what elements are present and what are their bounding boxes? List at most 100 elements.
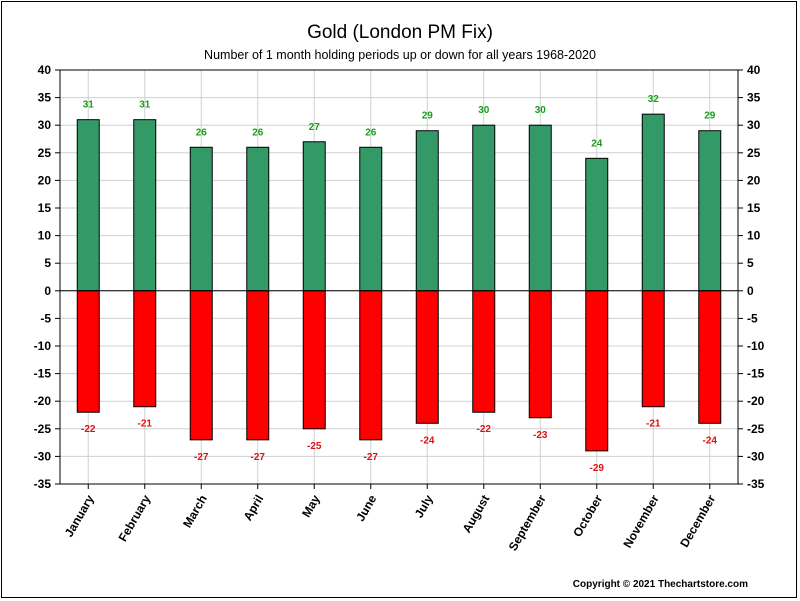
bar-up [472,124,496,292]
bar-down [189,290,213,441]
bar-down [472,290,496,413]
x-tick-label: August [460,492,493,535]
y-tick-label-left: 10 [38,229,52,243]
bar-up [76,119,100,292]
y-tick-label-left: 40 [38,63,52,77]
x-tick-label: July [412,492,436,520]
bar-down [359,290,383,441]
bar-down [302,290,326,430]
y-tick-label-right: -15 [747,367,765,381]
bar-up [246,146,270,292]
data-label-down: -23 [533,430,548,441]
y-tick-label-left: -10 [34,339,52,353]
bar-up [698,130,722,292]
chart-title: Gold (London PM Fix) [307,22,493,43]
data-labels: 31 -22 31 -21 26 -27 26 -27 27 -25 26 -27 29 -24 30 -22… [81,94,717,474]
bar-down [415,290,439,424]
bar-down [133,290,157,408]
y-tick-label-left: -5 [40,311,51,325]
bar-up [641,113,665,292]
y-tick-label-right: 5 [747,256,754,270]
y-tick-label-left: 5 [44,256,51,270]
y-tick-label-right: 25 [747,146,761,160]
bar-down [585,290,609,452]
x-tick-label: March [180,493,210,531]
x-tick-label: May [299,492,323,519]
bar-down [641,290,665,408]
y-tick-label-left: -35 [34,477,52,491]
x-tick-label: June [353,492,379,524]
x-tick-label: April [241,493,267,524]
data-label-up: 30 [478,105,490,116]
data-label-down: -27 [364,452,379,463]
data-label-up: 31 [139,100,151,111]
y-tick-label-left: -25 [34,422,52,436]
y-tick-label-right: 20 [747,173,761,187]
data-label-down: -29 [590,463,605,474]
data-label-up: 29 [422,111,434,122]
data-label-up: 26 [252,127,264,138]
data-label-up: 24 [591,138,603,149]
y-tick-label-left: 15 [38,201,52,215]
bar-down [698,290,722,424]
y-tick-label-right: 10 [747,229,761,243]
y-tick-label-right: -35 [747,477,765,491]
y-tick-label-right: -20 [747,394,765,408]
y-tick-label-left: -30 [34,449,52,463]
data-label-up: 31 [83,100,95,111]
bars [76,113,722,452]
plot-border [59,69,739,485]
y-tick-label-right: -5 [747,311,758,325]
y-tick-label-right: 30 [747,118,761,132]
bar-up [359,146,383,292]
x-tick-label: January [62,492,97,539]
y-tick-label-right: 0 [747,284,754,298]
data-label-down: -27 [251,452,266,463]
chart-subtitle: Number of 1 month holding periods up or … [204,48,596,62]
x-tick-label: February [116,492,154,544]
y-tick-label-right: 35 [747,91,761,105]
y-tick-label-left: -15 [34,367,52,381]
copyright-text: Copyright © 2021 Thechartstore.com [572,579,748,590]
x-tick-label: November [620,492,662,550]
data-label-down: -27 [194,452,209,463]
y-tick-label-left: 25 [38,146,52,160]
data-label-down: -25 [307,441,322,452]
y-tick-label-left: -20 [34,394,52,408]
y-tick-label-right: -30 [747,449,765,463]
y-tick-label-left: 20 [38,173,52,187]
bar-down [76,290,100,413]
x-tick-label: September [506,492,549,553]
data-label-down: -24 [420,435,435,446]
y-tick-label-right: 40 [747,63,761,77]
data-label-down: -22 [81,424,96,435]
data-label-down: -24 [703,435,718,446]
bar-up [585,157,609,292]
y-tick-label-left: 35 [38,91,52,105]
bar-up [528,124,552,292]
data-label-up: 26 [196,127,208,138]
y-tick-label-right: -25 [747,422,765,436]
data-label-down: -21 [646,419,661,430]
data-label-up: 30 [535,105,547,116]
bar-up [133,119,157,292]
x-tick-label: December [677,492,718,550]
y-tick-label-right: 15 [747,201,761,215]
data-label-up: 27 [309,122,321,133]
bar-up [302,141,326,292]
data-label-down: -21 [138,419,153,430]
y-tick-label-left: 0 [44,284,51,298]
data-label-up: 26 [365,127,377,138]
bar-down [246,290,270,441]
y-tick-label-left: 30 [38,118,52,132]
bar-down [528,290,552,419]
bar-up [189,146,213,292]
x-tick-label: October [570,492,605,539]
data-label-down: -22 [477,424,492,435]
grid-lines [60,69,738,485]
bar-up [415,130,439,292]
data-label-up: 29 [704,111,716,122]
y-tick-label-right: -10 [747,339,765,353]
